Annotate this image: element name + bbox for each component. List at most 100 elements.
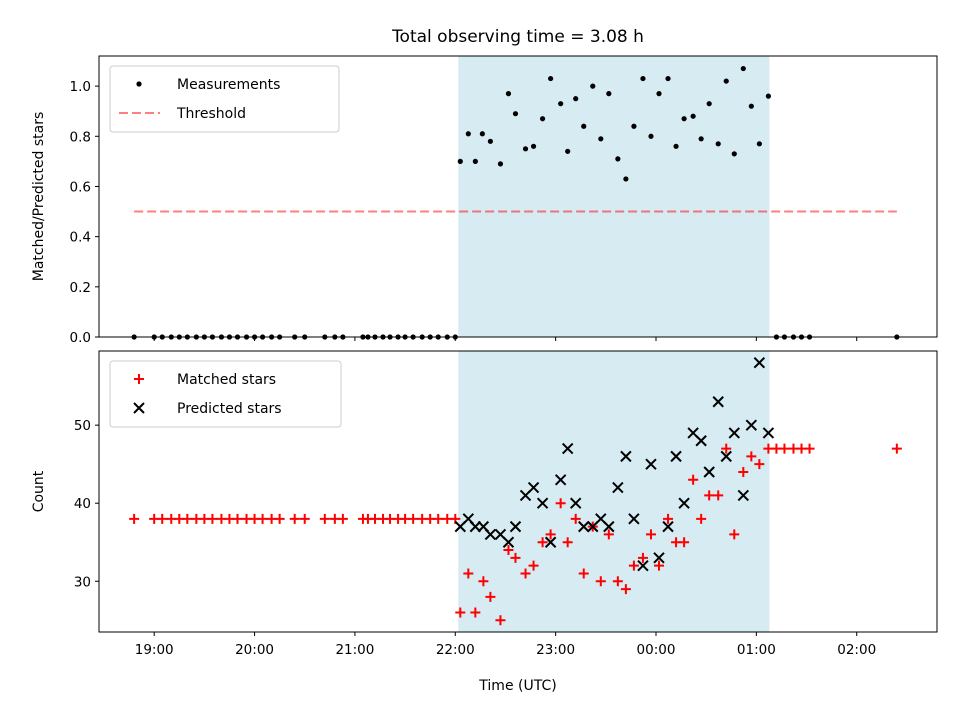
x-tick-label: 20:00: [235, 642, 274, 658]
measurement-point: [522, 146, 529, 152]
predicted-point: [628, 513, 640, 525]
measurement-point: [497, 161, 504, 167]
measurement-point: [673, 143, 679, 149]
matched-point: [696, 513, 707, 524]
predicted-point: [728, 427, 740, 439]
matched-point: [612, 576, 623, 587]
matched-point: [319, 513, 330, 524]
matched-point: [562, 537, 573, 548]
matched-point: [274, 513, 285, 524]
matched-point: [754, 459, 765, 470]
matched-point: [570, 513, 581, 524]
predicted-point: [620, 450, 632, 463]
matched-point: [433, 513, 444, 524]
predicted-point: [484, 528, 497, 541]
matched-point: [503, 545, 514, 556]
measurement-point: [740, 65, 746, 72]
x-tick-label: 00:00: [637, 642, 676, 658]
measurement-point: [615, 156, 621, 162]
measurement-point: [573, 96, 579, 102]
matched-point: [628, 560, 639, 571]
legend-predicted-marker: [133, 402, 145, 414]
measurement-point: [598, 136, 604, 142]
matched-point: [337, 513, 348, 524]
matched-point: [129, 513, 140, 524]
y-axis-label: Count: [31, 470, 47, 512]
matched-point: [891, 443, 902, 454]
measurement-point: [681, 116, 687, 122]
predicted-point: [670, 450, 682, 463]
y-tick-label: 0.0: [70, 330, 91, 346]
predicted-point: [578, 520, 590, 533]
measurement-point: [640, 75, 646, 82]
matched-point: [595, 576, 606, 587]
measurement-point: [479, 131, 485, 137]
measurement-point: [698, 136, 704, 142]
predicted-point: [720, 450, 732, 463]
measurement-point: [530, 143, 537, 149]
x-tick-label: 22:00: [436, 642, 475, 658]
matched-point: [495, 615, 506, 626]
matched-point: [485, 591, 496, 602]
measurement-point: [723, 78, 729, 84]
predicted-point: [509, 520, 522, 533]
matched-point: [679, 537, 690, 548]
measurement-point: [623, 176, 629, 182]
matched-point: [520, 568, 531, 579]
chart-title: Total observing time = 3.08 h: [391, 27, 644, 47]
matched-point: [654, 560, 665, 571]
measurement-point: [548, 75, 554, 82]
y-axis-label: Matched/Predicted stars: [31, 112, 47, 282]
predicted-point: [703, 466, 715, 478]
matched-point: [537, 537, 548, 548]
y-tick-label: 40: [74, 496, 91, 512]
measurement-point: [505, 91, 512, 97]
legend: Matched stars Predicted stars: [109, 360, 342, 428]
measurement-point: [756, 141, 762, 147]
legend: Measurements Threshold: [109, 65, 340, 133]
matched-point: [688, 474, 699, 485]
matched-point: [528, 560, 539, 571]
legend-label: Measurements: [177, 77, 280, 93]
predicted-point: [737, 489, 750, 502]
predicted-point: [753, 357, 766, 369]
measurement-point: [631, 123, 637, 129]
axes-frame: [98, 55, 938, 338]
measurement-point: [539, 116, 546, 122]
matched-point: [478, 576, 489, 587]
matched-point: [663, 513, 674, 524]
y-tick-label: 1.0: [70, 79, 91, 95]
predicted-point: [603, 520, 615, 533]
matched-point: [470, 607, 481, 618]
matched-point: [645, 529, 656, 540]
matched-point: [729, 529, 740, 540]
matched-point: [182, 513, 193, 524]
measurement-point: [565, 148, 571, 154]
matched-point: [713, 490, 724, 501]
matched-point: [721, 443, 732, 454]
matched-point: [779, 443, 790, 454]
predicted-point: [612, 481, 624, 494]
matched-point: [232, 513, 243, 524]
matched-point: [510, 552, 521, 563]
matched-point: [704, 490, 715, 501]
predicted-point: [712, 396, 724, 408]
matched-point: [299, 513, 310, 524]
measurement-point: [558, 101, 564, 107]
x-axis-label: Time (UTC): [478, 678, 556, 694]
matched-point: [463, 568, 474, 579]
predicted-point: [502, 536, 515, 548]
legend-box: [109, 360, 342, 428]
y-tick-label: 0.2: [70, 280, 91, 296]
predicted-point: [678, 497, 690, 509]
matched-point: [746, 451, 757, 462]
series-predicted-stars: [454, 357, 775, 572]
matched-point: [578, 568, 589, 579]
predicted-point: [637, 559, 649, 572]
series-matched-stars: [129, 443, 902, 626]
y-tick-label: 0.4: [70, 230, 91, 246]
legend-measurement-marker: [136, 81, 142, 87]
matched-point: [157, 513, 168, 524]
matched-point: [603, 529, 614, 540]
y-tick-label: 0.8: [70, 129, 91, 145]
